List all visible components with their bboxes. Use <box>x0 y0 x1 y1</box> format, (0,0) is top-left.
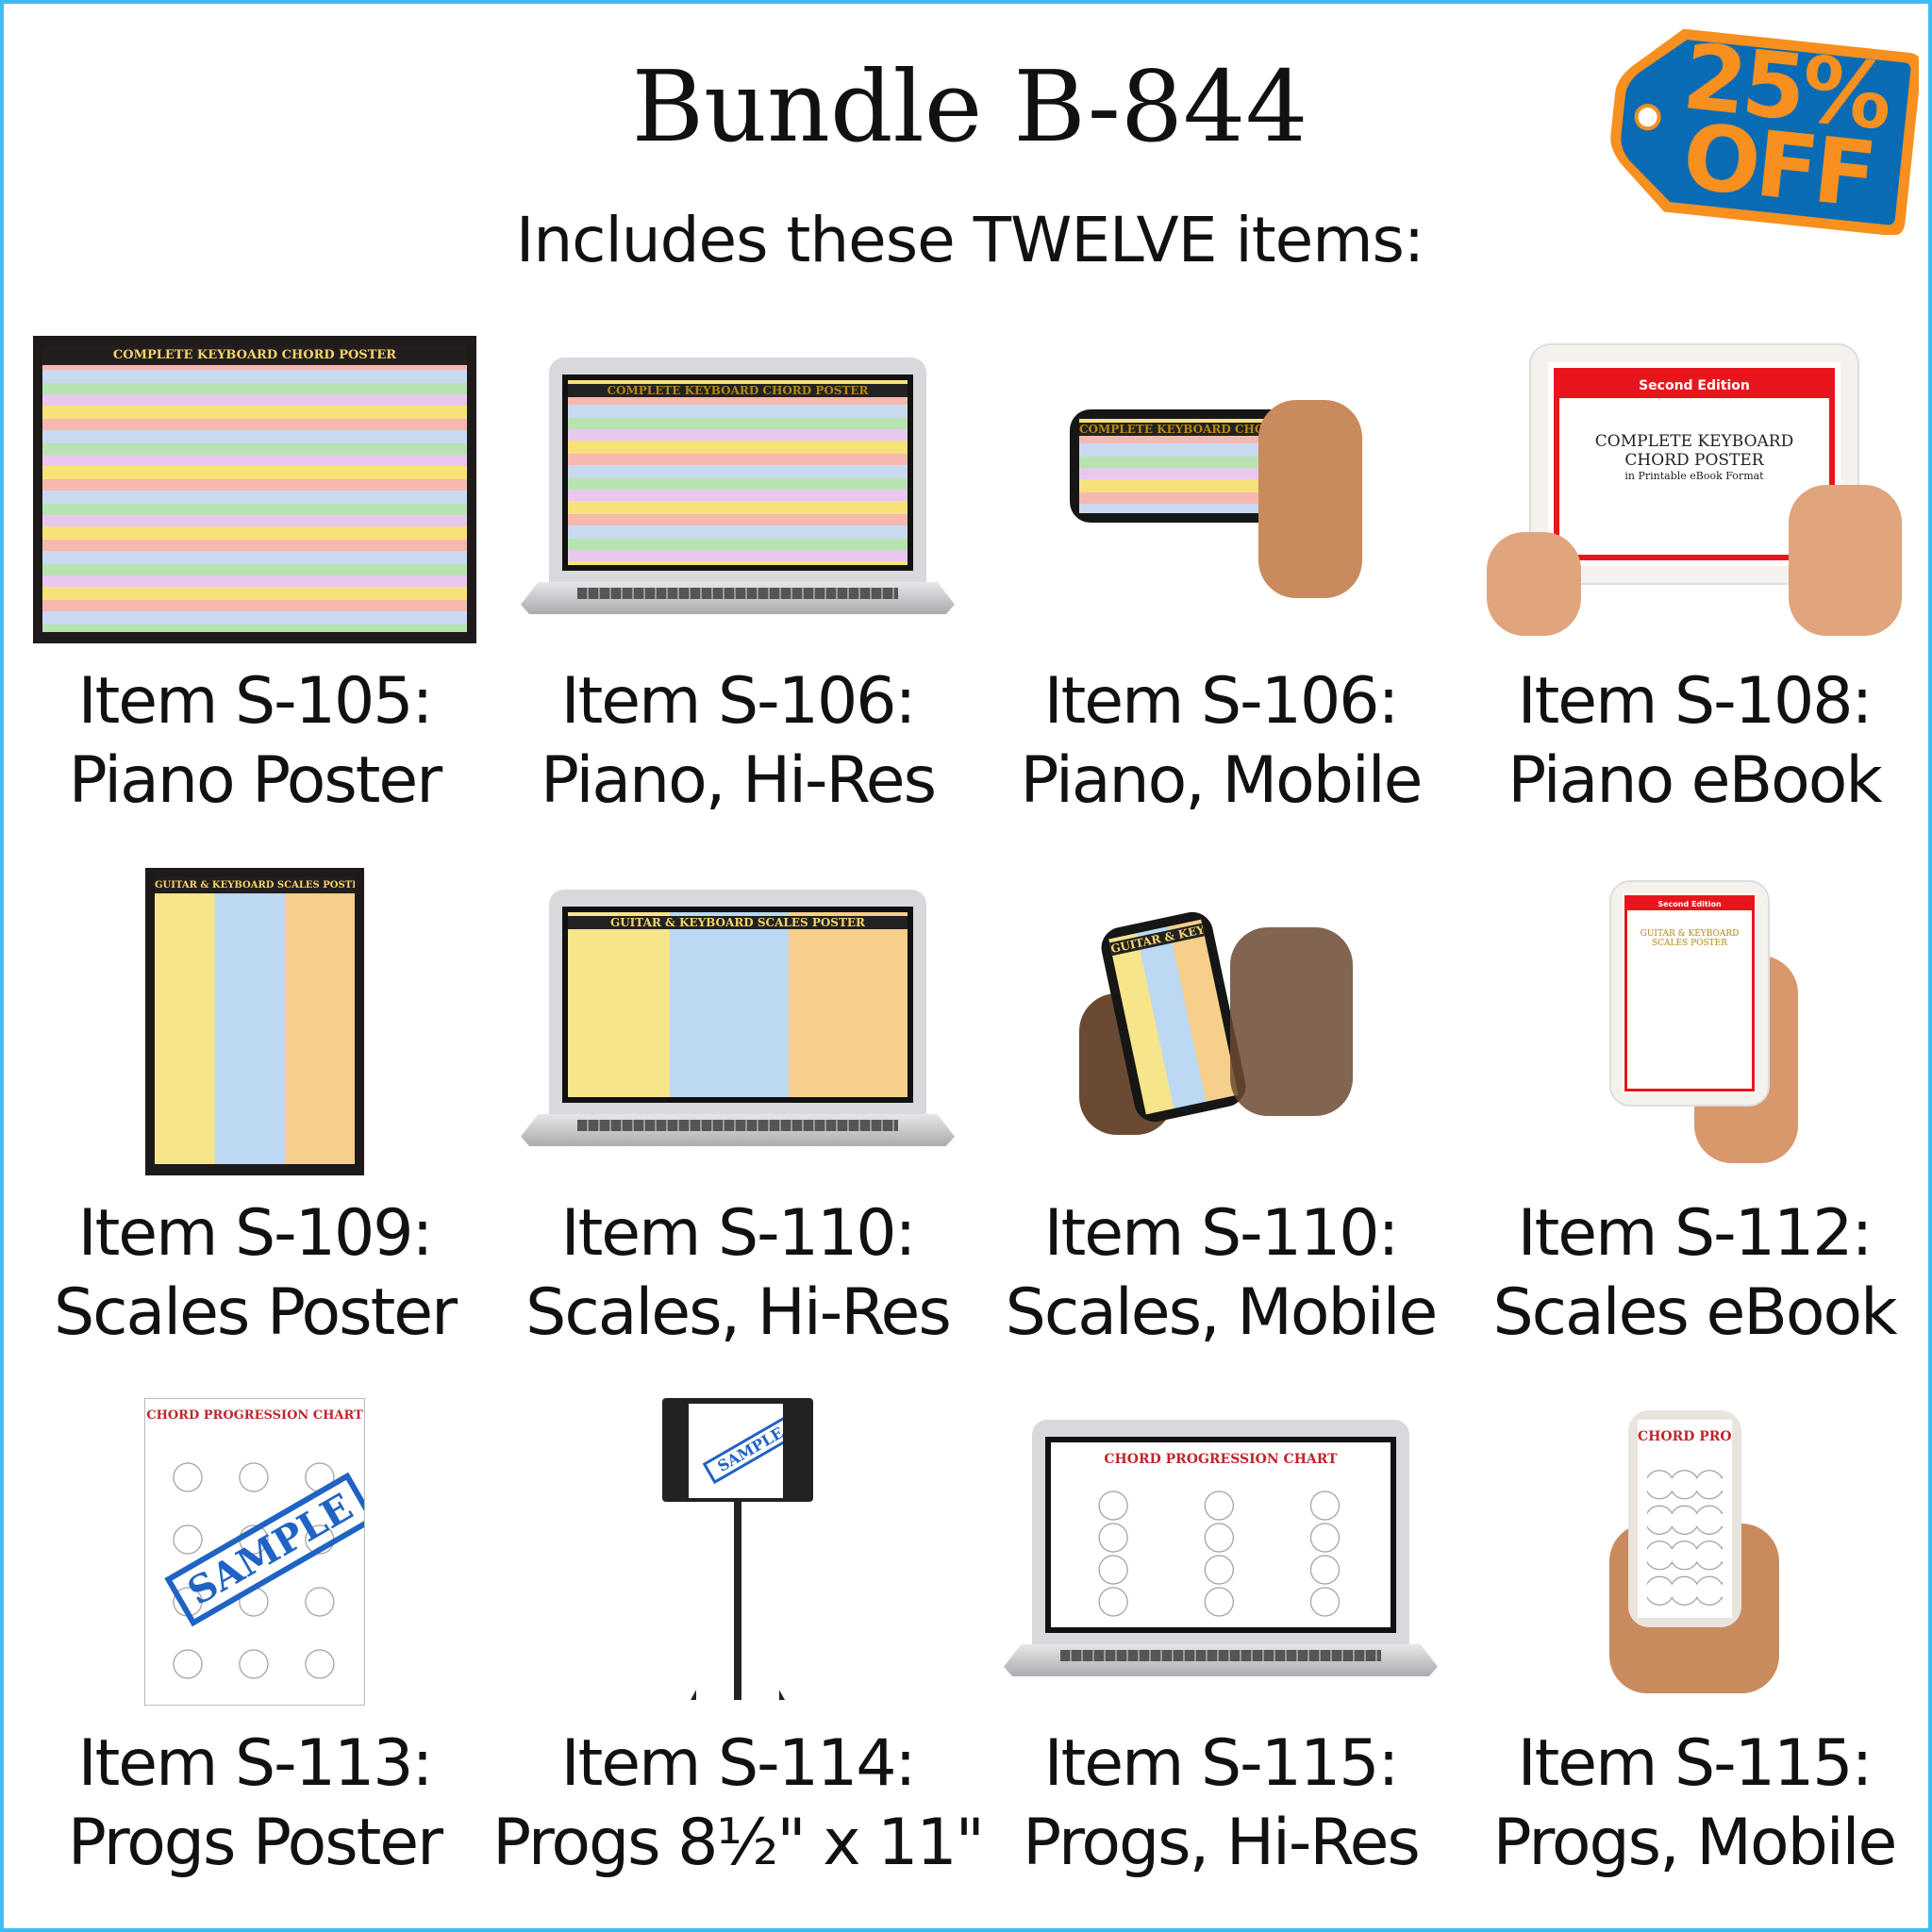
page-title: Bundle B-844 <box>631 49 1308 164</box>
item-thumbnail: COMPLETE KEYBOARD CHORD POSTER <box>496 334 979 645</box>
item-thumbnail: CHORD PROGRESSION CHART <box>1453 1396 1932 1707</box>
item-thumbnail: GUITAR & KEYBOARD SCALES POSTER <box>979 866 1462 1177</box>
chord-circles <box>155 1446 355 1695</box>
screen-title: GUITAR & KEYBOARD SCALES POSTER <box>568 916 908 929</box>
edition-banner: Second Edition <box>1559 374 1829 398</box>
music-stand-image: SAMPLE <box>662 1398 813 1706</box>
item-name: Scales, Mobile <box>1005 1275 1439 1350</box>
price-tag-icon <box>1610 28 1922 236</box>
laptop-image: CHORD PROGRESSION CHART <box>1004 1420 1438 1684</box>
item-thumbnail: GUITAR & KEYBOARD SCALES POSTER <box>496 866 979 1177</box>
laptop-image: GUITAR & KEYBOARD SCALES POSTER <box>521 890 955 1154</box>
item-code: Item S-106: <box>560 664 917 739</box>
item-code: Item S-113: <box>77 1726 434 1801</box>
bundle-item: COMPLETE KEYBOARD CHORD POSTER Item S-10… <box>979 334 1462 862</box>
tablet-image: Second Edition GUITAR & KEYBOARD SCALES P… <box>1591 880 1798 1163</box>
item-code: Item S-106: <box>1043 664 1400 739</box>
item-thumbnail: Second Edition COMPLETE KEYBOARD CHORD POS… <box>1453 334 1932 645</box>
item-thumbnail: Second Edition GUITAR & KEYBOARD SCALES P… <box>1453 866 1932 1177</box>
item-name: Scales eBook <box>1492 1275 1897 1350</box>
poster-image: GUITAR & KEYBOARD SCALES POSTER <box>145 868 364 1175</box>
item-thumbnail: CHORD PROGRESSION CHART SAMPLE <box>13 1396 496 1707</box>
poster-title: CHORD PROGRESSION CHART <box>146 1408 363 1423</box>
bundle-item: COMPLETE KEYBOARD CHORD POSTER Item S-10… <box>496 334 979 862</box>
phone-image: GUITAR & KEYBOARD SCALES POSTER <box>1079 908 1362 1135</box>
poster-image: CHORD PROGRESSION CHART SAMPLE <box>144 1398 365 1706</box>
item-thumbnail: COMPLETE KEYBOARD CHORD POSTER <box>13 334 496 645</box>
poster-title: COMPLETE KEYBOARD CHORD POSTER <box>42 345 467 365</box>
bundle-item: CHORD PROGRESSION CHART SAMPLE Item S-113… <box>13 1396 496 1924</box>
ebook-title: COMPLETE KEYBOARD <box>1594 432 1794 451</box>
item-name: Progs, Hi-Res <box>1023 1806 1421 1880</box>
discount-off: OFF <box>1677 103 1878 228</box>
item-name: Piano, Hi-Res <box>540 743 937 818</box>
item-name: Progs 8½" x 11" <box>492 1806 985 1880</box>
bundle-item: GUITAR & KEYBOARD SCALES POSTER Item S-1… <box>13 866 496 1394</box>
screen-title: GUITAR & KEYBOARD SCALES POSTER <box>1109 919 1239 957</box>
chord-circles <box>1647 1467 1723 1608</box>
bundle-item: CHORD PROGRESSION CHART Item S-115: Prog… <box>1453 1396 1932 1924</box>
item-code: Item S-114: <box>560 1726 917 1801</box>
item-code: Item S-108: <box>1517 664 1874 739</box>
item-thumbnail: SAMPLE <box>496 1396 979 1707</box>
screen-title: CHORD PROGRESSION CHART <box>1104 1452 1338 1467</box>
item-name: Progs, Mobile <box>1492 1806 1898 1880</box>
item-thumbnail: CHORD PROGRESSION CHART <box>979 1396 1462 1707</box>
bundle-item: CHORD PROGRESSION CHART Item S-115: Prog… <box>979 1396 1462 1924</box>
item-name: Piano, Mobile <box>1020 743 1423 818</box>
page-subtitle: Includes these TWELVE items: <box>515 204 1424 276</box>
poster-image: COMPLETE KEYBOARD CHORD POSTER <box>33 336 476 643</box>
item-name: Piano eBook <box>1507 743 1882 818</box>
sample-stamp: SAMPLE <box>702 1414 783 1485</box>
item-name: Piano Poster <box>68 743 442 818</box>
item-code: Item S-109: <box>77 1196 434 1271</box>
ebook-subtitle: in Printable eBook Format <box>1624 470 1764 482</box>
screen-title: COMPLETE KEYBOARD CHORD POSTER <box>568 384 908 397</box>
item-thumbnail: GUITAR & KEYBOARD SCALES POSTER <box>13 866 496 1177</box>
discount-badge: 25% OFF <box>1589 23 1922 236</box>
bundle-item: SAMPLE Item S-114: Progs 8½" x 11" <box>492 1396 985 1924</box>
bundle-item: GUITAR & KEYBOARD SCALES POSTER Item S-1… <box>979 866 1462 1394</box>
item-thumbnail: COMPLETE KEYBOARD CHORD POSTER <box>979 334 1462 645</box>
item-code: Item S-105: <box>77 664 434 739</box>
item-name: Scales, Hi-Res <box>525 1275 952 1350</box>
bundle-item: Second Edition GUITAR & KEYBOARD SCALES P… <box>1453 866 1932 1394</box>
phone-image: CHORD PROGRESSION CHART <box>1591 1410 1798 1693</box>
item-code: Item S-115: <box>1517 1726 1874 1801</box>
phone-image: COMPLETE KEYBOARD CHORD POSTER <box>1070 381 1372 598</box>
item-name: Scales Poster <box>53 1275 458 1350</box>
screen-title: COMPLETE KEYBOARD CHORD POSTER <box>1079 423 1287 436</box>
ebook-title-2: CHORD POSTER <box>1624 451 1764 470</box>
item-name: Progs Poster <box>67 1806 443 1880</box>
item-code: Item S-115: <box>1043 1726 1400 1801</box>
bundle-item: GUITAR & KEYBOARD SCALES POSTER Item S-1… <box>496 866 979 1394</box>
chord-circles <box>1060 1490 1381 1618</box>
item-code: Item S-110: <box>560 1196 917 1271</box>
ebook-title: GUITAR & KEYBOARD SCALES POSTER <box>1640 929 1740 948</box>
screen-title: CHORD PROGRESSION CHART <box>1638 1429 1732 1444</box>
edition-banner: Second Edition <box>1627 898 1752 910</box>
item-code: Item S-112: <box>1517 1196 1874 1271</box>
tablet-image: Second Edition COMPLETE KEYBOARD CHORD POS… <box>1487 343 1902 636</box>
item-code: Item S-110: <box>1043 1196 1400 1271</box>
bundle-item: COMPLETE KEYBOARD CHORD POSTER Item S-10… <box>13 334 496 862</box>
poster-title: GUITAR & KEYBOARD SCALES POSTER <box>155 877 355 893</box>
laptop-image: COMPLETE KEYBOARD CHORD POSTER <box>521 358 955 622</box>
bundle-item: Second Edition COMPLETE KEYBOARD CHORD POS… <box>1453 334 1932 862</box>
discount-text: 25% OFF <box>1647 24 1917 228</box>
